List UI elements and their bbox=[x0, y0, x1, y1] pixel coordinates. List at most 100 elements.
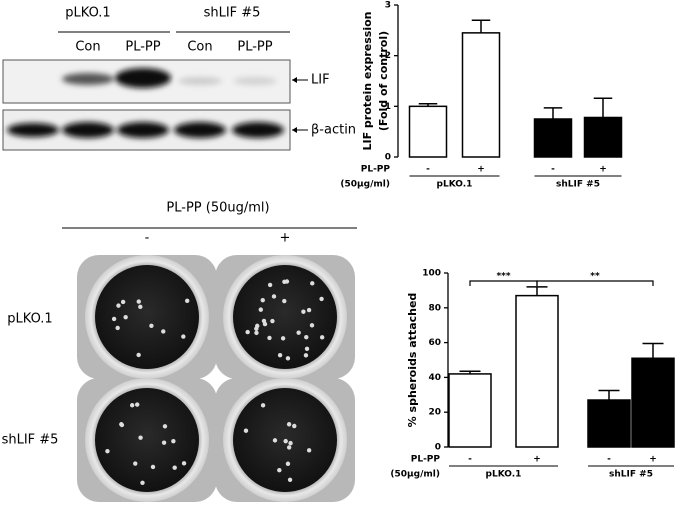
spheroid bbox=[136, 299, 141, 304]
spheroid bbox=[161, 440, 167, 445]
bar bbox=[461, 32, 501, 158]
column-label: - bbox=[145, 231, 150, 246]
bands bbox=[7, 68, 284, 138]
spheroid bbox=[149, 323, 154, 329]
spheroid bbox=[271, 294, 277, 299]
bar bbox=[583, 116, 623, 158]
x-tick-label: - bbox=[551, 165, 555, 175]
band-label: LIF bbox=[311, 73, 330, 88]
wells: PL-PP (50ug/ml) - + pLKO.1 shLIF #5 bbox=[2, 201, 357, 502]
well-floor bbox=[95, 388, 199, 492]
well-floor bbox=[95, 265, 199, 369]
group-label: pLKO.1 bbox=[486, 470, 522, 480]
spheroid bbox=[277, 353, 283, 358]
y-tick-label: 0 bbox=[385, 153, 391, 163]
spheroid bbox=[135, 402, 140, 407]
y-axis-label: (Fold of control) bbox=[377, 31, 390, 131]
spheroid bbox=[181, 334, 186, 339]
spheroid bbox=[285, 461, 291, 466]
spheroid bbox=[245, 329, 250, 335]
spheroid bbox=[296, 330, 301, 335]
spheroid bbox=[260, 297, 265, 303]
spheroid bbox=[171, 438, 176, 444]
y-tick-label: 0 bbox=[435, 443, 441, 453]
bar bbox=[408, 105, 448, 158]
spheroid bbox=[301, 309, 306, 314]
spheroid bbox=[136, 352, 141, 358]
spheroid bbox=[120, 299, 126, 305]
spheroid bbox=[283, 438, 288, 444]
y-tick-label: 40 bbox=[428, 373, 441, 383]
y-tick-label: 80 bbox=[428, 303, 441, 313]
spheroid bbox=[150, 464, 156, 470]
significance-bracket bbox=[469, 280, 538, 286]
spheroid bbox=[172, 465, 177, 470]
spheroid bbox=[140, 480, 145, 485]
spheroid bbox=[261, 318, 267, 324]
bar bbox=[533, 118, 573, 158]
y-axis-label: % spheroids attached bbox=[406, 293, 419, 428]
x-tick-label: + bbox=[599, 165, 607, 175]
spheroid bbox=[115, 325, 120, 331]
spheroid bbox=[306, 307, 312, 313]
spheroid bbox=[260, 403, 266, 408]
spheroid bbox=[270, 318, 275, 324]
y-tick-label: 2 bbox=[385, 51, 391, 61]
spheroid bbox=[258, 307, 264, 312]
group-label: shLIF #5 bbox=[556, 180, 600, 190]
spheroid bbox=[255, 323, 260, 329]
blot-group: shLIF #5 bbox=[204, 6, 261, 21]
spheroid bbox=[304, 334, 309, 340]
y-tick-label: 20 bbox=[428, 408, 441, 418]
arrow-head bbox=[292, 127, 297, 133]
spheroid bbox=[123, 314, 128, 320]
spheroid bbox=[119, 422, 124, 427]
bar bbox=[631, 357, 675, 448]
significance-label: ** bbox=[590, 272, 600, 282]
y-axis-label: LIF protein expression bbox=[361, 11, 374, 150]
spheroid bbox=[267, 335, 272, 341]
spheroid bbox=[319, 335, 325, 340]
significance-label: *** bbox=[496, 272, 510, 282]
x-tick-label: + bbox=[649, 455, 657, 465]
spheroid bbox=[277, 468, 282, 473]
spheroid bbox=[267, 282, 273, 288]
spheroid bbox=[162, 424, 168, 429]
spheroid bbox=[303, 353, 309, 358]
spheroid bbox=[287, 477, 293, 482]
x-tick-label: - bbox=[607, 455, 611, 465]
spheroid bbox=[282, 279, 287, 284]
y-tick-label: 60 bbox=[428, 338, 441, 348]
wells-title: PL-PP (50ug/ml) bbox=[166, 201, 269, 216]
lane-label: Con bbox=[187, 40, 212, 55]
bar bbox=[515, 294, 559, 448]
column-label: + bbox=[280, 231, 291, 246]
spheroid bbox=[309, 323, 315, 328]
bar bbox=[587, 399, 631, 448]
spheroid bbox=[184, 298, 190, 304]
arrow-head bbox=[292, 77, 297, 83]
spheroid bbox=[310, 281, 315, 286]
spheroid bbox=[272, 438, 278, 443]
x-tick-label: + bbox=[533, 455, 541, 465]
y-tick-label: 100 bbox=[422, 269, 441, 279]
row-label: (50μg/ml) bbox=[390, 470, 440, 480]
spheroid bbox=[111, 316, 117, 322]
spheroid bbox=[181, 461, 187, 466]
spheroid bbox=[285, 356, 291, 361]
spheroid bbox=[280, 336, 286, 341]
y-tick-label: 3 bbox=[385, 1, 391, 11]
spheroid bbox=[292, 423, 297, 429]
lane-label: Con bbox=[75, 40, 100, 55]
spheroid bbox=[288, 440, 293, 446]
lane-label: PL-PP bbox=[237, 40, 272, 55]
spheroid bbox=[116, 303, 121, 308]
spheroid bbox=[105, 448, 110, 454]
bar bbox=[448, 373, 492, 448]
row-label: PL-PP bbox=[361, 165, 391, 175]
x-tick-label: + bbox=[477, 165, 485, 175]
spheroid bbox=[282, 298, 287, 304]
spheroid bbox=[319, 296, 324, 302]
spheroid bbox=[138, 304, 143, 310]
